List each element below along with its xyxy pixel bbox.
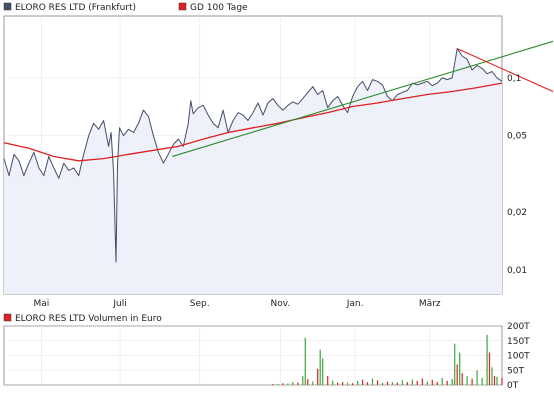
volume-bar <box>272 384 274 385</box>
volume-bar <box>352 383 354 385</box>
volume-bar <box>496 376 498 385</box>
volume-bar <box>317 368 319 385</box>
x-tick-label: Sep. <box>190 299 210 309</box>
y-tick-label: 0,02 <box>507 208 527 218</box>
volume-bar <box>381 382 384 385</box>
volume-bar <box>396 382 398 385</box>
volume-legend-swatch <box>3 313 12 322</box>
volume-bar <box>366 382 369 385</box>
volume-y-tick-labels: 0T 50T 100T 150T 200T <box>507 322 530 391</box>
volume-bar <box>493 376 496 385</box>
trendline-0 <box>172 40 554 157</box>
volume-bar <box>312 381 314 385</box>
volume-bar <box>371 378 374 385</box>
legend-label-1: GD 100 Tage <box>190 3 248 13</box>
volume-bar <box>302 376 304 385</box>
volume-bar <box>481 377 483 385</box>
x-tick-label: Nov. <box>271 299 291 309</box>
volume-bars <box>272 334 503 386</box>
volume-bar <box>322 358 324 385</box>
volume-bar <box>307 379 309 385</box>
volume-bar <box>282 383 284 385</box>
volume-bar <box>337 382 339 385</box>
volume-y-tick-label: 100T <box>507 352 530 362</box>
volume-plot-frame <box>3 325 503 386</box>
volume-bar <box>436 382 438 385</box>
volume-bar <box>488 352 491 385</box>
volume-bar <box>376 380 379 385</box>
volume-bar <box>446 380 448 385</box>
volume-bar <box>287 383 289 385</box>
volume-bar <box>362 379 364 385</box>
y-tick-label: 0,1 <box>507 74 521 84</box>
volume-bar <box>347 382 349 385</box>
volume-bar <box>456 364 458 385</box>
volume-bar <box>292 382 294 385</box>
volume-bar <box>466 376 468 385</box>
volume-y-tick-label: 50T <box>507 366 524 376</box>
y-tick-label: 0,05 <box>507 132 527 142</box>
volume-bar <box>461 373 463 385</box>
x-tick-label: März <box>419 299 441 309</box>
volume-legend-label: ELORO RES LTD Volumen in Euro <box>15 314 162 324</box>
price-lines <box>3 48 503 263</box>
volume-bar <box>491 367 493 385</box>
volume-bar <box>327 376 329 385</box>
trendline-1 <box>456 48 554 92</box>
volume-bar <box>401 380 403 385</box>
volume-bar <box>416 380 418 385</box>
volume-bar <box>406 382 408 385</box>
volume-bar <box>391 382 393 385</box>
volume-bar <box>342 382 344 385</box>
volume-y-tick-label: 150T <box>507 337 530 347</box>
volume-bar <box>471 378 473 385</box>
volume-legend: ELORO RES LTD Volumen in Euro <box>3 313 162 324</box>
price-chart: ELORO RES LTD (Frankfurt) GD 100 Tage 0,0… <box>3 2 554 309</box>
volume-bar <box>332 380 334 385</box>
volume-bar <box>277 383 279 385</box>
volume-bar <box>459 352 461 385</box>
legend-swatch-0 <box>3 2 12 11</box>
volume-bar <box>441 377 443 385</box>
x-tick-label: Mai <box>33 299 49 309</box>
volume-chart: ELORO RES LTD Volumen in Euro 0T 50T 100T 1… <box>3 313 530 391</box>
volume-bar <box>357 380 359 385</box>
price-area-fill <box>4 48 502 294</box>
volume-bar <box>454 343 456 385</box>
legend-swatch-1 <box>178 2 187 11</box>
volume-bar <box>486 334 488 385</box>
price-legend: ELORO RES LTD (Frankfurt) GD 100 Tage <box>3 2 248 13</box>
volume-y-tick-label: 200T <box>507 322 530 332</box>
volume-y-tick-label: 0T <box>507 381 519 391</box>
volume-bar <box>476 370 478 386</box>
price-line <box>3 48 503 263</box>
volume-bar <box>386 381 389 385</box>
legend-label-0: ELORO RES LTD (Frankfurt) <box>15 3 136 13</box>
x-tick-label: Juli <box>112 299 126 309</box>
volume-bar <box>501 377 503 385</box>
volume-bar <box>451 379 453 385</box>
volume-bar <box>431 379 433 385</box>
moving-average-line <box>3 82 503 162</box>
volume-bar <box>297 382 299 385</box>
x-tick-label: Jan. <box>346 299 364 309</box>
price-y-tick-labels: 0,01 0,02 0,05 0,1 <box>507 74 527 276</box>
volume-bar <box>319 349 321 385</box>
y-tick-label: 0,01 <box>507 266 527 276</box>
volume-bar <box>426 381 428 385</box>
volume-bar <box>411 379 413 385</box>
x-tick-labels: Mai Juli Sep. Nov. Jan. März <box>33 299 440 309</box>
volume-bar <box>421 378 423 385</box>
trendlines <box>172 40 554 157</box>
volume-bar <box>304 337 306 385</box>
